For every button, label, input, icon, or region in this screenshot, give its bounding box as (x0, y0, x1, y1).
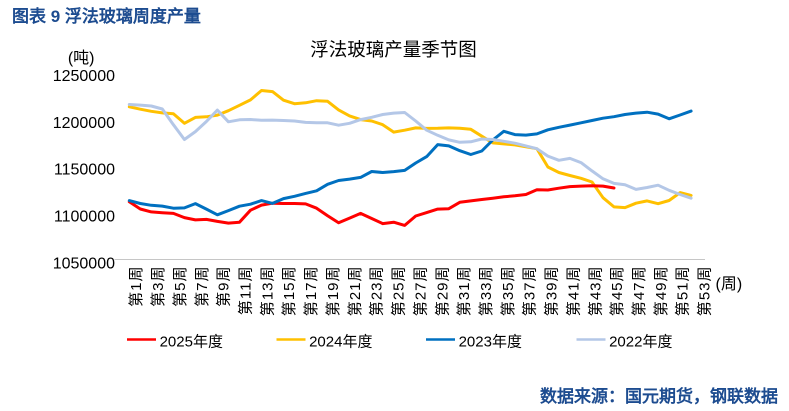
svg-text:第47周: 第47周 (630, 266, 648, 317)
svg-text:第11周: 第11周 (237, 266, 255, 316)
svg-text:第51周: 第51周 (674, 266, 692, 317)
svg-text:第39周: 第39周 (543, 266, 561, 317)
svg-text:第9周: 第9周 (215, 266, 233, 307)
svg-text:1150000: 1150000 (54, 162, 115, 179)
svg-text:第29周: 第29周 (433, 266, 451, 317)
svg-text:第37周: 第37周 (521, 266, 539, 317)
svg-text:1250000: 1250000 (53, 68, 115, 85)
svg-text:第49周: 第49周 (652, 266, 670, 317)
svg-text:(吨): (吨) (68, 49, 95, 67)
svg-text:第33周: 第33周 (477, 266, 495, 317)
svg-text:第21周: 第21周 (346, 266, 364, 317)
svg-text:第15周: 第15周 (280, 266, 298, 317)
svg-text:第31周: 第31周 (455, 266, 473, 317)
svg-text:2023年度: 2023年度 (459, 333, 522, 350)
svg-text:第13周: 第13周 (258, 266, 276, 317)
svg-text:第3周: 第3周 (149, 266, 167, 307)
svg-text:第27周: 第27周 (411, 266, 429, 317)
svg-text:第35周: 第35周 (499, 266, 517, 317)
svg-text:第1周: 第1周 (127, 266, 145, 307)
svg-text:第45周: 第45周 (608, 266, 626, 317)
svg-text:浮法玻璃产量季节图: 浮法玻璃产量季节图 (310, 39, 477, 60)
svg-text:2025年度: 2025年度 (160, 333, 223, 350)
svg-text:第23周: 第23周 (368, 266, 386, 317)
svg-text:2024年度: 2024年度 (309, 333, 372, 350)
svg-text:1200000: 1200000 (53, 115, 115, 132)
svg-text:2022年度: 2022年度 (609, 333, 672, 350)
svg-text:1050000: 1050000 (53, 256, 115, 273)
svg-text:第19周: 第19周 (324, 266, 342, 317)
svg-text:第25周: 第25周 (390, 266, 408, 317)
svg-text:1100000: 1100000 (54, 209, 115, 226)
svg-text:第41周: 第41周 (564, 266, 582, 317)
svg-text:第7周: 第7周 (193, 266, 211, 307)
svg-text:第53周: 第53周 (696, 266, 714, 317)
svg-text:(周): (周) (716, 276, 743, 293)
svg-text:第17周: 第17周 (302, 266, 320, 317)
svg-text:第5周: 第5周 (171, 266, 189, 307)
svg-text:第43周: 第43周 (586, 266, 604, 317)
